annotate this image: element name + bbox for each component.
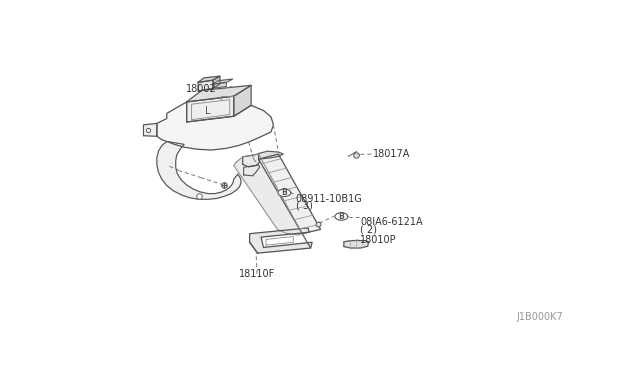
Text: 08IA6-6121A: 08IA6-6121A [360, 217, 423, 227]
Polygon shape [143, 124, 157, 136]
Polygon shape [259, 154, 321, 234]
Polygon shape [198, 80, 213, 91]
Text: 18010P: 18010P [360, 235, 397, 245]
Polygon shape [157, 102, 273, 150]
Polygon shape [278, 189, 291, 196]
Text: 08911-10B1G: 08911-10B1G [296, 193, 362, 203]
Polygon shape [244, 165, 260, 176]
Text: L: L [205, 106, 211, 116]
Polygon shape [250, 228, 312, 253]
Text: 18002: 18002 [186, 84, 216, 94]
Polygon shape [213, 83, 227, 88]
Text: 18110F: 18110F [239, 269, 275, 279]
Polygon shape [187, 96, 234, 122]
Polygon shape [187, 85, 251, 102]
Polygon shape [259, 151, 284, 159]
Text: ( 3): ( 3) [296, 201, 312, 211]
Polygon shape [213, 79, 233, 84]
Text: ( 2): ( 2) [360, 224, 377, 234]
Polygon shape [344, 241, 369, 248]
Text: B: B [282, 188, 287, 197]
Text: 18017A: 18017A [372, 149, 410, 159]
Polygon shape [234, 154, 302, 235]
Polygon shape [234, 85, 251, 116]
Text: B: B [339, 212, 344, 221]
Polygon shape [157, 141, 241, 199]
Polygon shape [198, 76, 220, 83]
Text: J1B000K7: J1B000K7 [517, 312, 564, 322]
Polygon shape [213, 76, 220, 88]
Polygon shape [243, 154, 260, 167]
Polygon shape [335, 213, 348, 220]
